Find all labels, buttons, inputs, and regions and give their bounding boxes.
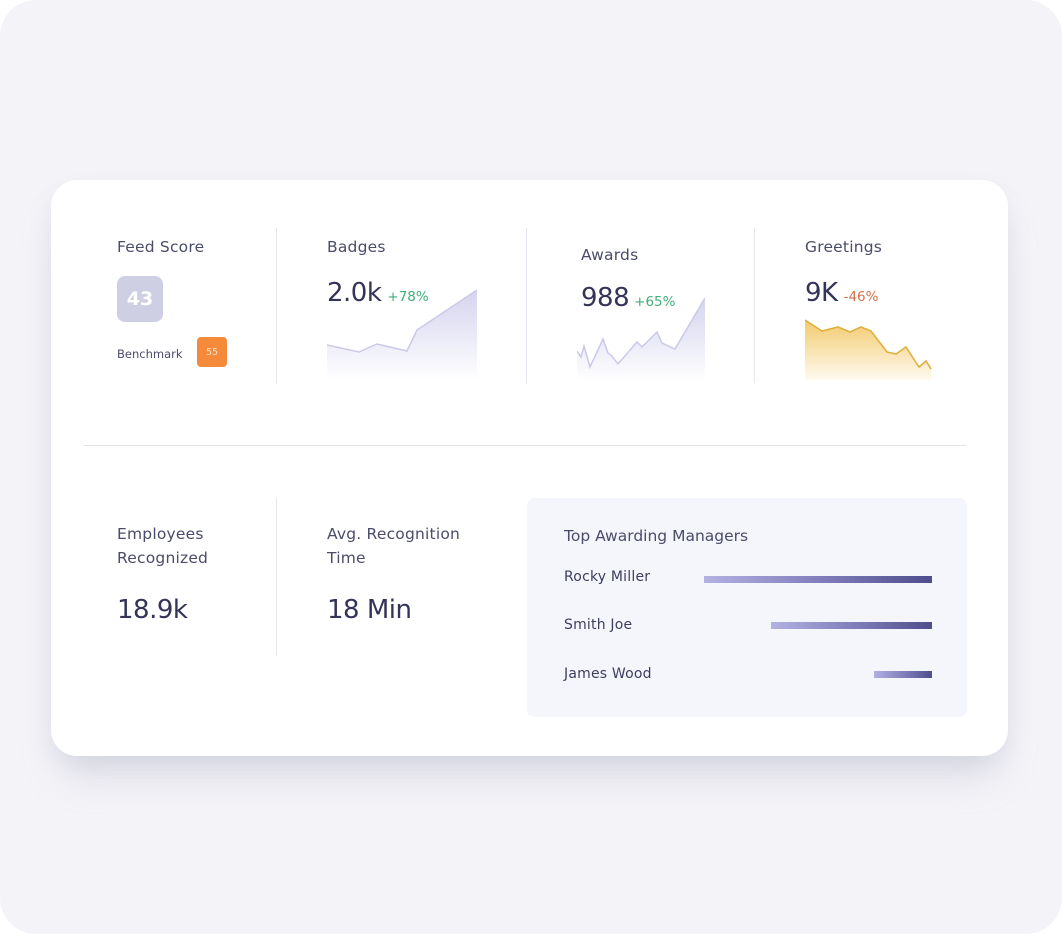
dashboard-card: Feed Score 43 Benchmark 55 Badges 2.0k +… [51, 180, 1008, 756]
divider [276, 228, 277, 383]
awards-label: Awards [581, 246, 639, 264]
avg-recognition-time-value: 18 Min [327, 595, 412, 625]
manager-bar [704, 576, 932, 583]
manager-name: Smith Joe [564, 617, 633, 633]
awards-change: +65% [634, 294, 676, 310]
awards-sparkline [577, 297, 705, 381]
feed-score-label: Feed Score [117, 238, 205, 256]
greetings-stat: 9K -46% [805, 278, 878, 308]
avg-recognition-time-label: Avg. Recognition Time [327, 522, 460, 570]
avg-recognition-time-label-line2: Time [327, 549, 366, 567]
greetings-label: Greetings [805, 238, 883, 256]
badges-sparkline [327, 289, 477, 380]
divider [276, 498, 277, 655]
employees-recognized-value: 18.9k [117, 595, 188, 625]
greetings-value: 9K [805, 278, 838, 308]
badges-value: 2.0k [327, 278, 382, 308]
awards-value: 988 [581, 283, 630, 313]
feed-score-value: 43 [117, 276, 163, 322]
employees-recognized-label-line1: Employees [117, 525, 204, 543]
top-awarding-managers-panel: Top Awarding Managers Rocky Miller Smith… [527, 498, 967, 717]
employees-recognized-label-line2: Recognized [117, 549, 209, 567]
manager-bar [771, 622, 932, 629]
benchmark-label: Benchmark [117, 347, 183, 361]
badges-label: Badges [327, 238, 386, 256]
top-managers-title: Top Awarding Managers [564, 527, 749, 545]
greetings-change: -46% [843, 289, 879, 305]
awards-stat: 988 +65% [581, 283, 675, 313]
manager-name: Rocky Miller [564, 569, 651, 585]
badges-stat: 2.0k +78% [327, 278, 429, 308]
section-divider [84, 445, 966, 446]
employees-recognized-label: Employees Recognized [117, 522, 208, 570]
avg-recognition-time-label-line1: Avg. Recognition [327, 525, 461, 543]
benchmark-value: 55 [197, 337, 227, 367]
manager-bar [874, 671, 932, 678]
greetings-sparkline [805, 319, 932, 380]
divider [754, 228, 755, 383]
badges-change: +78% [387, 289, 429, 305]
divider [526, 228, 527, 383]
manager-name: James Wood [564, 666, 652, 682]
